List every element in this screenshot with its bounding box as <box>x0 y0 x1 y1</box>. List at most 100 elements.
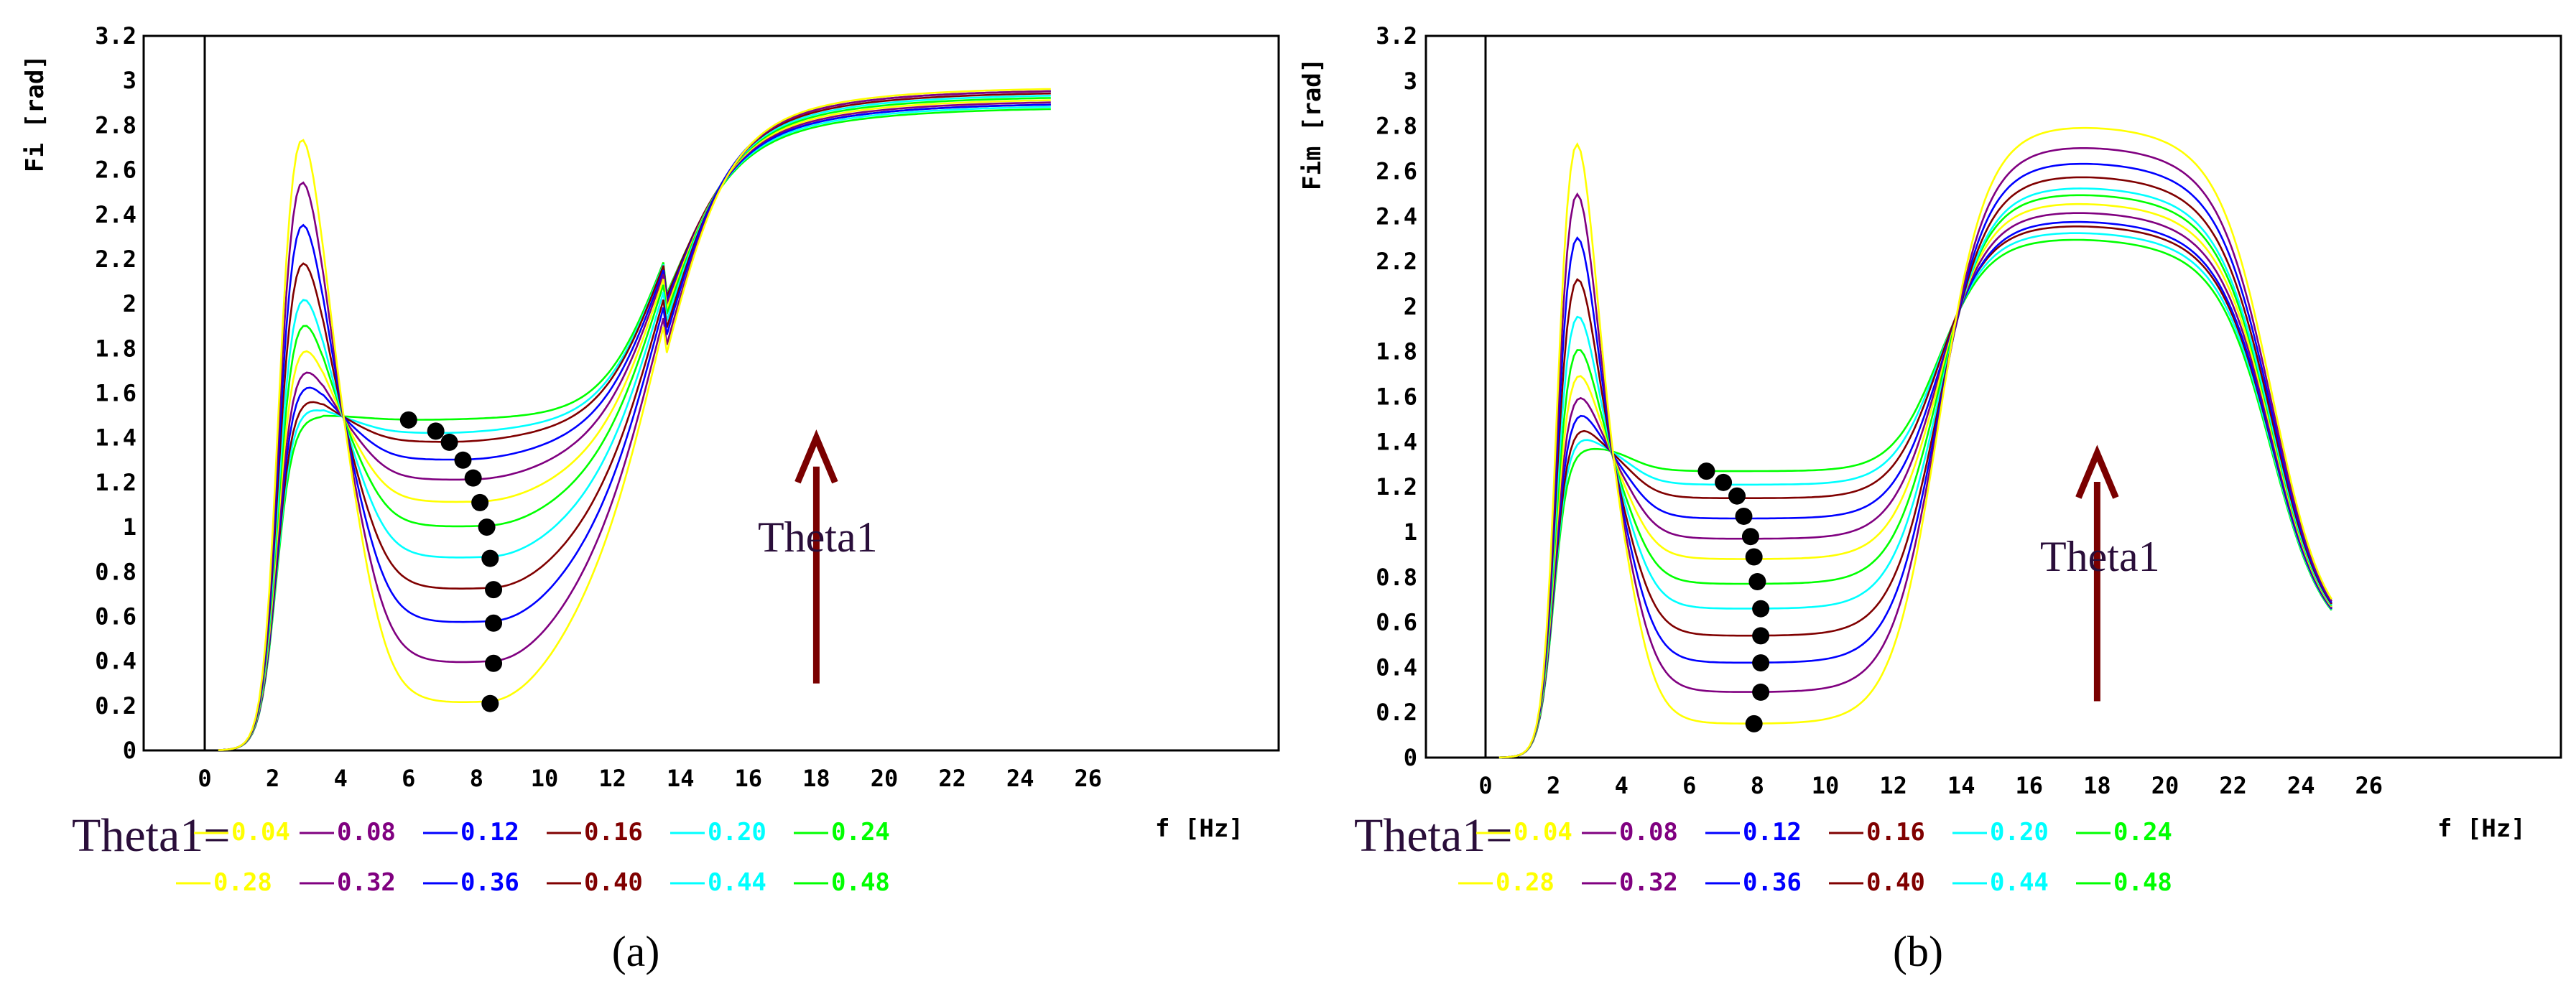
minimum-marker <box>478 518 496 536</box>
x-tick-label: 16 <box>735 765 763 792</box>
minimum-marker <box>1745 548 1763 566</box>
x-tick-label: 20 <box>2151 772 2179 799</box>
x-tick-label: 16 <box>2016 772 2044 799</box>
legend-label: 0.08 <box>1619 818 1678 847</box>
y-tick-label: 1 <box>1404 518 1417 546</box>
minimum-marker <box>1728 487 1746 505</box>
x-tick-label: 12 <box>1879 772 1907 799</box>
y-tick-label: 2.2 <box>1376 248 1417 275</box>
minimum-marker <box>1697 462 1715 480</box>
y-axis-label: Fi [rad] <box>21 55 50 172</box>
y-tick-label: 1.8 <box>95 335 136 362</box>
legend-label: 0.40 <box>1866 868 1925 897</box>
arrow-head <box>2075 445 2119 499</box>
y-tick-label: 2.4 <box>95 201 136 228</box>
legend-label: 0.40 <box>584 868 643 897</box>
legend-label: 0.48 <box>831 868 890 897</box>
minimum-marker <box>1748 573 1766 591</box>
theta-annotation: Theta1 <box>758 513 878 561</box>
x-tick-label: 4 <box>1615 772 1628 799</box>
y-tick-label: 0.4 <box>95 648 136 675</box>
x-tick-label: 22 <box>938 765 966 792</box>
legend-label: 0.28 <box>1496 868 1555 897</box>
y-tick-label: 0.2 <box>1376 699 1417 726</box>
series-line-0.20 <box>218 95 1051 751</box>
y-tick-label: 0 <box>1404 744 1417 771</box>
y-tick-label: 2 <box>1404 293 1417 320</box>
legend-label: 0.36 <box>460 868 519 897</box>
minimum-marker <box>427 422 445 440</box>
minimum-marker <box>440 433 458 451</box>
y-tick-label: 1.6 <box>95 380 136 407</box>
x-tick-labels: 0 2 4 6 8 10 12 14 16 18 20 22 24 26 <box>198 765 1102 792</box>
x-tick-label: 20 <box>871 765 899 792</box>
legend-label: 0.48 <box>2113 868 2172 897</box>
legend-label: 0.44 <box>1990 868 2049 897</box>
minimum-marker <box>1752 627 1770 645</box>
y-tick-label: 0.6 <box>95 602 136 630</box>
series-line-0.04 <box>1498 126 2332 759</box>
x-tick-label: 6 <box>402 765 415 792</box>
y-tick-label: 2.2 <box>95 246 136 273</box>
series-line-0.36 <box>218 103 1051 751</box>
series-line-0.28 <box>218 99 1051 751</box>
legend-label: 0.12 <box>460 818 519 847</box>
y-tick-label: 2.8 <box>95 111 136 139</box>
legend-label: 0.32 <box>337 868 396 897</box>
y-tick-label: 0 <box>123 737 136 764</box>
y-tick-label: 1.4 <box>95 424 136 452</box>
legend-title: Theta1= <box>72 809 230 862</box>
legend-label: 0.04 <box>231 818 290 847</box>
legend-label: 0.12 <box>1743 818 1802 847</box>
x-tick-label: 14 <box>1947 772 1975 799</box>
minimum-marker <box>481 694 499 712</box>
legend-label: 0.28 <box>213 868 272 897</box>
series-line-0.44 <box>218 106 1051 751</box>
x-tick-label: 0 <box>198 765 211 792</box>
series-line-0.16 <box>1498 176 2332 759</box>
x-tick-label: 8 <box>470 765 483 792</box>
minimum-marker <box>471 493 489 511</box>
minima-markers <box>1697 462 1770 732</box>
x-tick-label: 18 <box>802 765 830 792</box>
minimum-marker <box>485 581 503 599</box>
x-tick-label: 2 <box>1547 772 1560 799</box>
y-tick-label: 1.8 <box>1376 338 1417 366</box>
minimum-marker <box>481 549 499 567</box>
series-line-0.44 <box>1498 232 2332 759</box>
x-tick-labels: 0 2 4 6 8 10 12 14 16 18 20 22 24 26 <box>1478 772 2383 799</box>
minimum-marker <box>1752 683 1770 701</box>
legend-label: 0.24 <box>831 818 890 847</box>
series-line-0.48 <box>1498 238 2332 759</box>
legend-title: Theta1= <box>1354 809 1512 862</box>
y-tick-label: 3.2 <box>95 22 136 50</box>
minimum-marker <box>1741 528 1759 546</box>
legend: 0.04 0.08 0.12 0.16 0.20 0.24 0.28 0.32 0.36 0.40… <box>176 818 890 897</box>
legend-label: 0.32 <box>1619 868 1678 897</box>
y-tick-label: 2.6 <box>95 157 136 184</box>
y-tick-label: 2 <box>123 290 136 317</box>
legend-label: 0.24 <box>2113 818 2172 847</box>
x-tick-label: 10 <box>531 765 559 792</box>
x-axis-label: f [Hz] <box>2437 814 2526 843</box>
y-tick-label: 2.6 <box>1376 157 1417 185</box>
series-line-0.48 <box>218 108 1051 751</box>
y-tick-label: 2.8 <box>1376 113 1417 140</box>
y-tick-label: 3 <box>1404 68 1417 95</box>
y-tick-label: 1.2 <box>95 469 136 496</box>
y-tick-labels: 0 0.2 0.4 0.6 0.8 1 1.2 1.4 1.6 1.8 2 2.2 2.4 2.6 2.8 3… <box>95 22 136 764</box>
x-tick-label: 18 <box>2083 772 2111 799</box>
minimum-marker <box>1745 715 1763 732</box>
minimum-marker <box>485 614 503 632</box>
y-tick-labels: 0 0.2 0.4 0.6 0.8 1 1.2 1.4 1.6 1.8 2 2.2 2.4 2.6 2.8 3… <box>1376 22 1417 771</box>
series-line-0.36 <box>1498 220 2332 759</box>
legend-label: 0.20 <box>708 818 766 847</box>
arrow-head <box>794 429 838 484</box>
x-tick-label: 6 <box>1682 772 1696 799</box>
theta-annotation: Theta1 <box>2040 533 2160 580</box>
x-tick-label: 2 <box>266 765 279 792</box>
minimum-marker <box>464 469 482 487</box>
series-line-0.12 <box>1498 162 2332 759</box>
minimum-marker <box>454 451 472 469</box>
x-tick-label: 24 <box>2287 772 2315 799</box>
